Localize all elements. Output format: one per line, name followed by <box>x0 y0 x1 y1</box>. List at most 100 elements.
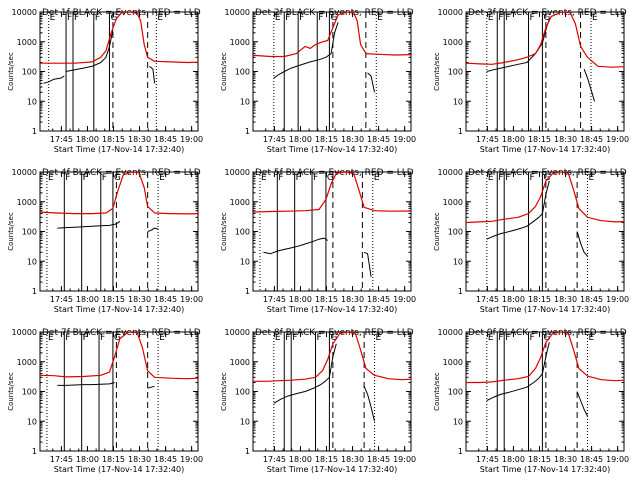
marker-label: F <box>530 333 535 343</box>
marker-label: E <box>376 333 382 343</box>
x-tick-label: 18:15 <box>102 135 125 144</box>
y-tick-label: 10 <box>453 97 463 106</box>
x-axis-label: Start Time (17-Nov-14 17:32:40) <box>480 465 610 474</box>
x-tick-label: 18:00 <box>502 135 525 144</box>
x-axis-label: Start Time (17-Nov-14 17:32:40) <box>54 145 184 154</box>
marker-label: E <box>261 173 267 183</box>
y-tick-label: 100 <box>235 228 250 237</box>
y-tick-label: 10 <box>27 257 37 266</box>
x-tick-label: 18:30 <box>128 135 151 144</box>
x-tick-label: 19:00 <box>393 135 416 144</box>
x-tick-label: 19:00 <box>606 455 629 464</box>
marker-label: F <box>530 173 535 183</box>
chart-title: Det 4f BLACK = Events, RED = LLD <box>42 168 201 178</box>
y-tick-label: 10 <box>240 417 250 426</box>
x-tick-label: 18:45 <box>367 135 390 144</box>
series-lld-line <box>40 11 199 64</box>
x-tick-label: 18:30 <box>554 135 577 144</box>
series-events-line <box>273 22 339 79</box>
x-tick-label: 17:45 <box>263 135 286 144</box>
y-tick-label: 1 <box>32 127 37 136</box>
y-axis-label: Counts/sec <box>433 212 441 251</box>
x-tick-label: 17:45 <box>263 295 286 304</box>
y-tick-label: 1 <box>245 447 250 456</box>
y-tick-label: 10000 <box>438 168 463 177</box>
marker-label: F <box>505 173 510 183</box>
x-tick-label: 18:15 <box>315 295 338 304</box>
x-tick-label: 17:45 <box>476 295 499 304</box>
series-events-line <box>367 72 375 93</box>
series-events-line <box>486 342 550 401</box>
x-tick-label: 18:00 <box>502 295 525 304</box>
marker-label: E <box>488 333 494 343</box>
x-axis-label: Start Time (17-Nov-14 17:32:40) <box>480 145 610 154</box>
x-tick-label: 19:00 <box>393 455 416 464</box>
marker-label: E <box>589 333 595 343</box>
marker-label: F <box>498 13 503 23</box>
marker-label: E <box>589 173 595 183</box>
y-tick-label: 10 <box>453 257 463 266</box>
y-tick-label: 100 <box>235 68 250 77</box>
marker-label: E <box>50 13 56 23</box>
x-tick-label: 18:45 <box>367 455 390 464</box>
y-tick-label: 1000 <box>230 38 250 47</box>
series-events-line <box>147 385 155 389</box>
plot-frame <box>252 331 412 452</box>
x-tick-label: 18:30 <box>128 455 151 464</box>
x-tick-label: 18:45 <box>580 295 603 304</box>
marker-label: F <box>65 333 70 343</box>
x-tick-label: 18:00 <box>502 455 525 464</box>
x-tick-label: 18:45 <box>580 455 603 464</box>
y-tick-label: 100 <box>448 68 463 77</box>
x-tick-label: 17:45 <box>50 135 73 144</box>
marker-label: F <box>102 173 107 183</box>
y-tick-label: 100 <box>22 228 37 237</box>
x-tick-label: 18:30 <box>341 455 364 464</box>
y-axis-label: Counts/sec <box>220 212 228 251</box>
x-tick-label: 19:00 <box>180 455 203 464</box>
marker-label: F <box>299 13 304 23</box>
x-tick-label: 18:15 <box>315 455 338 464</box>
chart-title: Det 3f BLACK = Events, RED = LLD <box>468 8 627 18</box>
x-tick-label: 19:00 <box>606 295 629 304</box>
y-axis-label: Counts/sec <box>7 372 15 411</box>
y-tick-label: 1000 <box>443 38 463 47</box>
x-tick-label: 18:30 <box>341 295 364 304</box>
x-tick-label: 18:00 <box>289 455 312 464</box>
marker-label: E <box>275 333 281 343</box>
marker-label: F <box>292 333 297 343</box>
series-events-line <box>486 18 550 72</box>
x-tick-label: 19:00 <box>393 295 416 304</box>
marker-label: G <box>543 13 550 23</box>
y-tick-label: 10 <box>240 257 250 266</box>
series-events-line <box>149 65 156 84</box>
y-tick-label: 1000 <box>230 198 250 207</box>
y-tick-label: 100 <box>448 228 463 237</box>
marker-label: F <box>67 13 72 23</box>
x-tick-label: 18:45 <box>154 455 177 464</box>
x-tick-label: 19:00 <box>180 135 203 144</box>
x-tick-label: 18:45 <box>580 135 603 144</box>
series-lld-line <box>39 331 199 380</box>
x-axis-label: Start Time (17-Nov-14 17:32:40) <box>267 145 397 154</box>
x-tick-label: 17:45 <box>263 455 286 464</box>
series-lld-line <box>39 171 199 215</box>
marker-label: G <box>110 13 117 23</box>
y-tick-label: 1000 <box>17 198 37 207</box>
x-tick-label: 18:15 <box>528 135 551 144</box>
x-tick-label: 17:45 <box>476 455 499 464</box>
series-events-line <box>43 75 65 84</box>
marker-label: F <box>83 173 88 183</box>
y-tick-label: 1000 <box>230 358 250 367</box>
x-tick-label: 18:30 <box>341 135 364 144</box>
x-tick-label: 18:30 <box>554 455 577 464</box>
marker-label: F <box>296 173 301 183</box>
series-events-line <box>363 386 375 422</box>
chart-title: Det 7f BLACK = Events, RED = LLD <box>42 328 201 338</box>
